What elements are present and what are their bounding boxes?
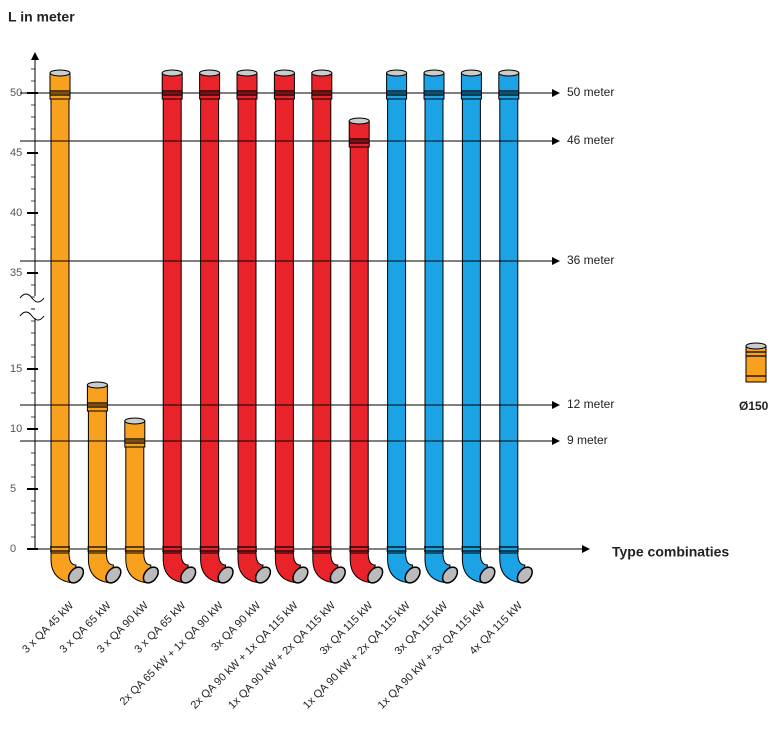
pipe	[461, 92, 481, 554]
pipe-end	[404, 566, 421, 584]
pipe	[349, 140, 369, 554]
pipe-end	[329, 566, 346, 584]
pipe-end	[217, 566, 234, 584]
pipe-end	[479, 566, 496, 584]
reference-arrow	[552, 89, 560, 97]
x-axis-arrow	[582, 545, 590, 553]
legend-label: Ø150	[739, 399, 769, 413]
pipe-top	[49, 69, 71, 77]
y-tick-label: 45	[10, 147, 22, 159]
pipe-end	[105, 566, 122, 584]
reference-label: 12 meter	[567, 397, 614, 411]
pipe-top	[460, 69, 482, 77]
pipe-end	[292, 566, 309, 584]
axis-break	[19, 293, 45, 321]
reference-label: 50 meter	[567, 85, 614, 99]
y-tick-label: 5	[10, 483, 16, 495]
pipe-top	[236, 69, 258, 77]
pipe-top	[498, 69, 520, 77]
pipe-end	[367, 566, 384, 584]
pipe	[387, 92, 407, 554]
pipe-end	[67, 566, 85, 584]
y-tick-label: 40	[10, 207, 22, 219]
pipe	[499, 92, 519, 554]
pipe-top	[348, 117, 370, 125]
y-tick-label: 50	[10, 87, 22, 99]
pipe	[87, 404, 107, 554]
y-tick-label: 15	[10, 363, 22, 375]
pipe	[274, 92, 294, 554]
pipe-top	[386, 69, 408, 77]
pipe	[424, 92, 444, 554]
pipe-top	[124, 417, 146, 425]
reference-label: 36 meter	[567, 253, 614, 267]
pipe-end	[254, 566, 272, 584]
y-tick-label: 0	[10, 543, 16, 555]
pipe	[312, 92, 332, 554]
pipe-top	[86, 381, 108, 389]
pipe-end	[441, 566, 459, 584]
pipe-top	[745, 342, 767, 350]
y-axis-arrow	[31, 52, 39, 60]
pipe-top	[311, 69, 333, 77]
pipe-end	[516, 566, 533, 584]
legend-symbol	[745, 342, 767, 383]
pipe	[200, 92, 220, 554]
pipe	[237, 92, 257, 554]
x-axis-label: Type combinaties	[612, 544, 729, 560]
y-tick-label: 35	[10, 267, 22, 279]
reference-arrow	[552, 401, 560, 409]
pipe	[50, 92, 70, 554]
y-tick-label: 10	[10, 423, 22, 435]
pipe-top	[199, 69, 221, 77]
pipe-top	[423, 69, 445, 77]
pipe-top	[273, 69, 295, 77]
reference-arrow	[552, 437, 560, 445]
reference-arrow	[552, 137, 560, 145]
pipe-end	[180, 566, 197, 584]
pipe-top	[161, 69, 183, 77]
reference-arrow	[552, 257, 560, 265]
reference-label: 9 meter	[567, 433, 608, 447]
pipe-end	[142, 566, 159, 584]
pipe	[125, 440, 145, 554]
y-axis-label: L in meter	[8, 9, 75, 25]
reference-label: 46 meter	[567, 133, 614, 147]
pipe	[162, 92, 182, 554]
